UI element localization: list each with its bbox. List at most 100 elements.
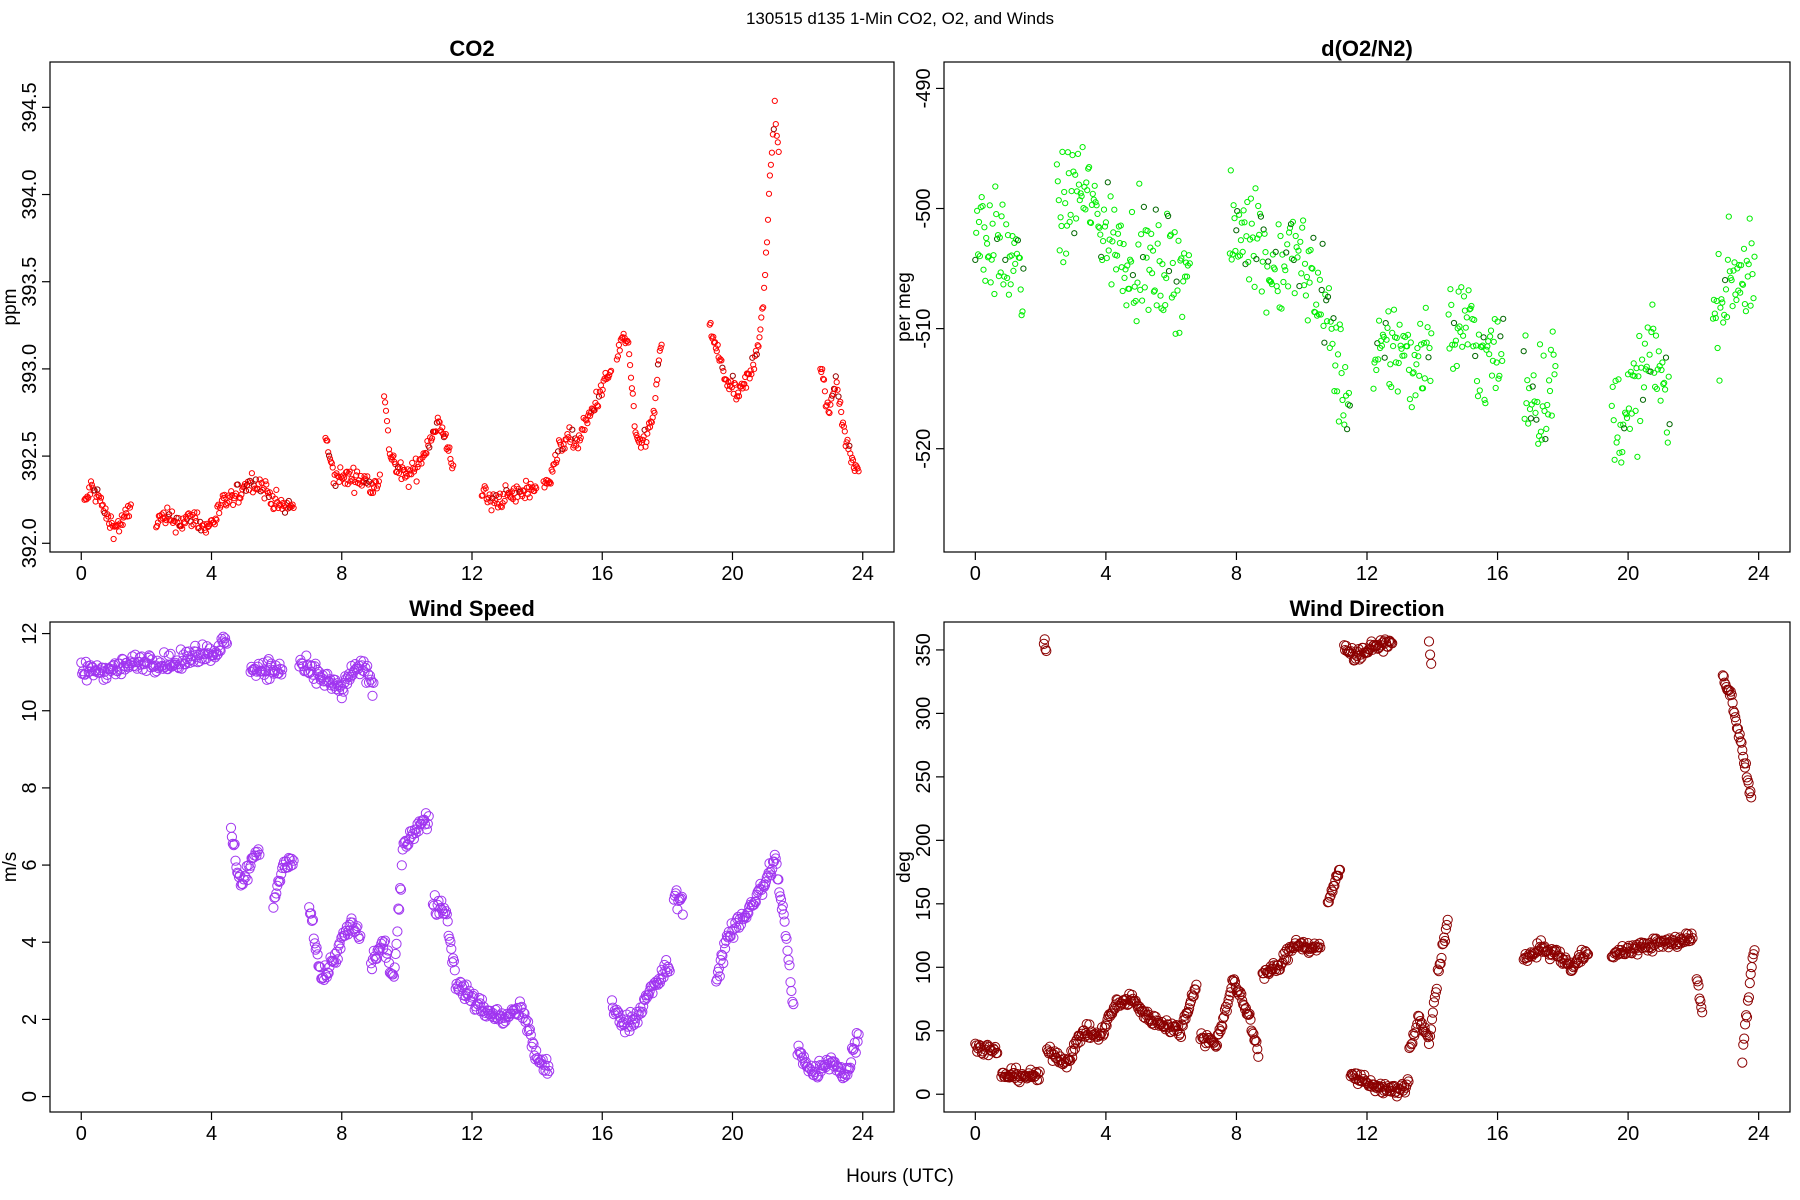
data-point: [1716, 377, 1723, 384]
data-point: [614, 353, 622, 360]
data-point: [112, 666, 123, 677]
data-point: [1732, 723, 1744, 734]
data-point: [1534, 398, 1541, 406]
data-point: [1556, 952, 1567, 964]
data-point: [1546, 377, 1553, 384]
data-point: [781, 933, 792, 944]
data-point: [528, 1038, 539, 1050]
data-point: [638, 439, 646, 446]
data-point: [1294, 254, 1301, 261]
data-point: [711, 976, 722, 987]
data-point: [583, 417, 590, 424]
data-point: [549, 468, 556, 475]
data-point: [1283, 249, 1290, 256]
data-point: [1635, 373, 1642, 380]
data-point: [1190, 984, 1201, 995]
data-point: [1623, 940, 1635, 951]
data-point: [1009, 233, 1016, 240]
data-point: [1722, 286, 1730, 293]
data-point: [274, 876, 285, 888]
data-point: [569, 426, 576, 433]
data-point: [1180, 1014, 1191, 1025]
data-point: [1057, 214, 1064, 221]
data-point: [1041, 645, 1052, 657]
data-point: [629, 390, 636, 397]
data-point: [396, 860, 407, 871]
data-point: [770, 126, 777, 133]
data-point: [1525, 420, 1532, 427]
data-point: [523, 1025, 535, 1036]
data-point: [304, 902, 315, 913]
data-point: [607, 368, 614, 376]
data-point: [1274, 288, 1281, 295]
data-point: [1306, 279, 1313, 286]
data-point: [273, 486, 280, 493]
data-point: [1334, 388, 1341, 395]
data-point: [350, 464, 357, 471]
data-point: [305, 666, 317, 677]
data-point: [1228, 976, 1239, 987]
data-point: [1385, 636, 1396, 647]
data-point: [1154, 240, 1161, 247]
data-point: [276, 869, 287, 880]
data-point: [716, 949, 727, 960]
data-point: [389, 962, 400, 973]
data-point: [1383, 336, 1390, 343]
data-point: [633, 431, 640, 438]
data-point: [401, 841, 412, 852]
data-point: [1471, 316, 1478, 323]
data-point: [768, 856, 780, 867]
data-point: [450, 462, 457, 469]
data-point: [414, 463, 421, 471]
data-point: [1419, 1022, 1430, 1033]
data-point: [1535, 440, 1542, 447]
data-point: [1329, 880, 1340, 891]
data-point: [1608, 402, 1615, 409]
data-point: [841, 428, 848, 435]
data-point: [1039, 634, 1050, 645]
data-point: [1488, 372, 1496, 379]
data-point: [1214, 1024, 1225, 1035]
data-point: [229, 492, 236, 499]
data-point: [116, 528, 123, 535]
data-point: [275, 663, 286, 674]
data-point: [658, 341, 665, 348]
y-tick-label: 0: [19, 1091, 41, 1102]
data-point: [527, 1037, 538, 1048]
data-point: [1747, 952, 1758, 964]
data-point: [727, 378, 735, 385]
data-point: [1715, 250, 1722, 258]
data-point: [1388, 383, 1395, 391]
y-tick-label: 394.5: [19, 82, 41, 132]
data-point: [498, 504, 505, 511]
y-tick-label: 4: [19, 937, 41, 948]
data-point: [773, 874, 784, 885]
data-point: [1748, 240, 1755, 247]
data-point: [527, 480, 534, 487]
data-point: [1384, 324, 1391, 331]
data-point: [1040, 644, 1051, 655]
data-point: [1330, 315, 1337, 322]
data-point: [1079, 144, 1086, 151]
data-point: [978, 194, 985, 201]
data-point: [1524, 949, 1535, 960]
data-point: [1546, 387, 1554, 395]
data-point: [577, 434, 584, 441]
data-point: [230, 501, 237, 508]
y-tick-label: 393.0: [19, 344, 41, 394]
data-point: [87, 478, 95, 485]
data-point: [1327, 886, 1338, 897]
y-tick-label: 392.5: [19, 431, 41, 481]
data-point: [1113, 266, 1120, 273]
data-point: [658, 972, 669, 983]
data-point: [1318, 286, 1325, 294]
data-point: [415, 460, 422, 468]
data-point: [1178, 255, 1185, 262]
data-point: [540, 1065, 551, 1076]
data-point: [1739, 281, 1747, 288]
data-point: [1340, 412, 1347, 419]
data-point: [654, 376, 661, 383]
data-point: [1284, 241, 1291, 248]
data-point: [365, 481, 372, 488]
